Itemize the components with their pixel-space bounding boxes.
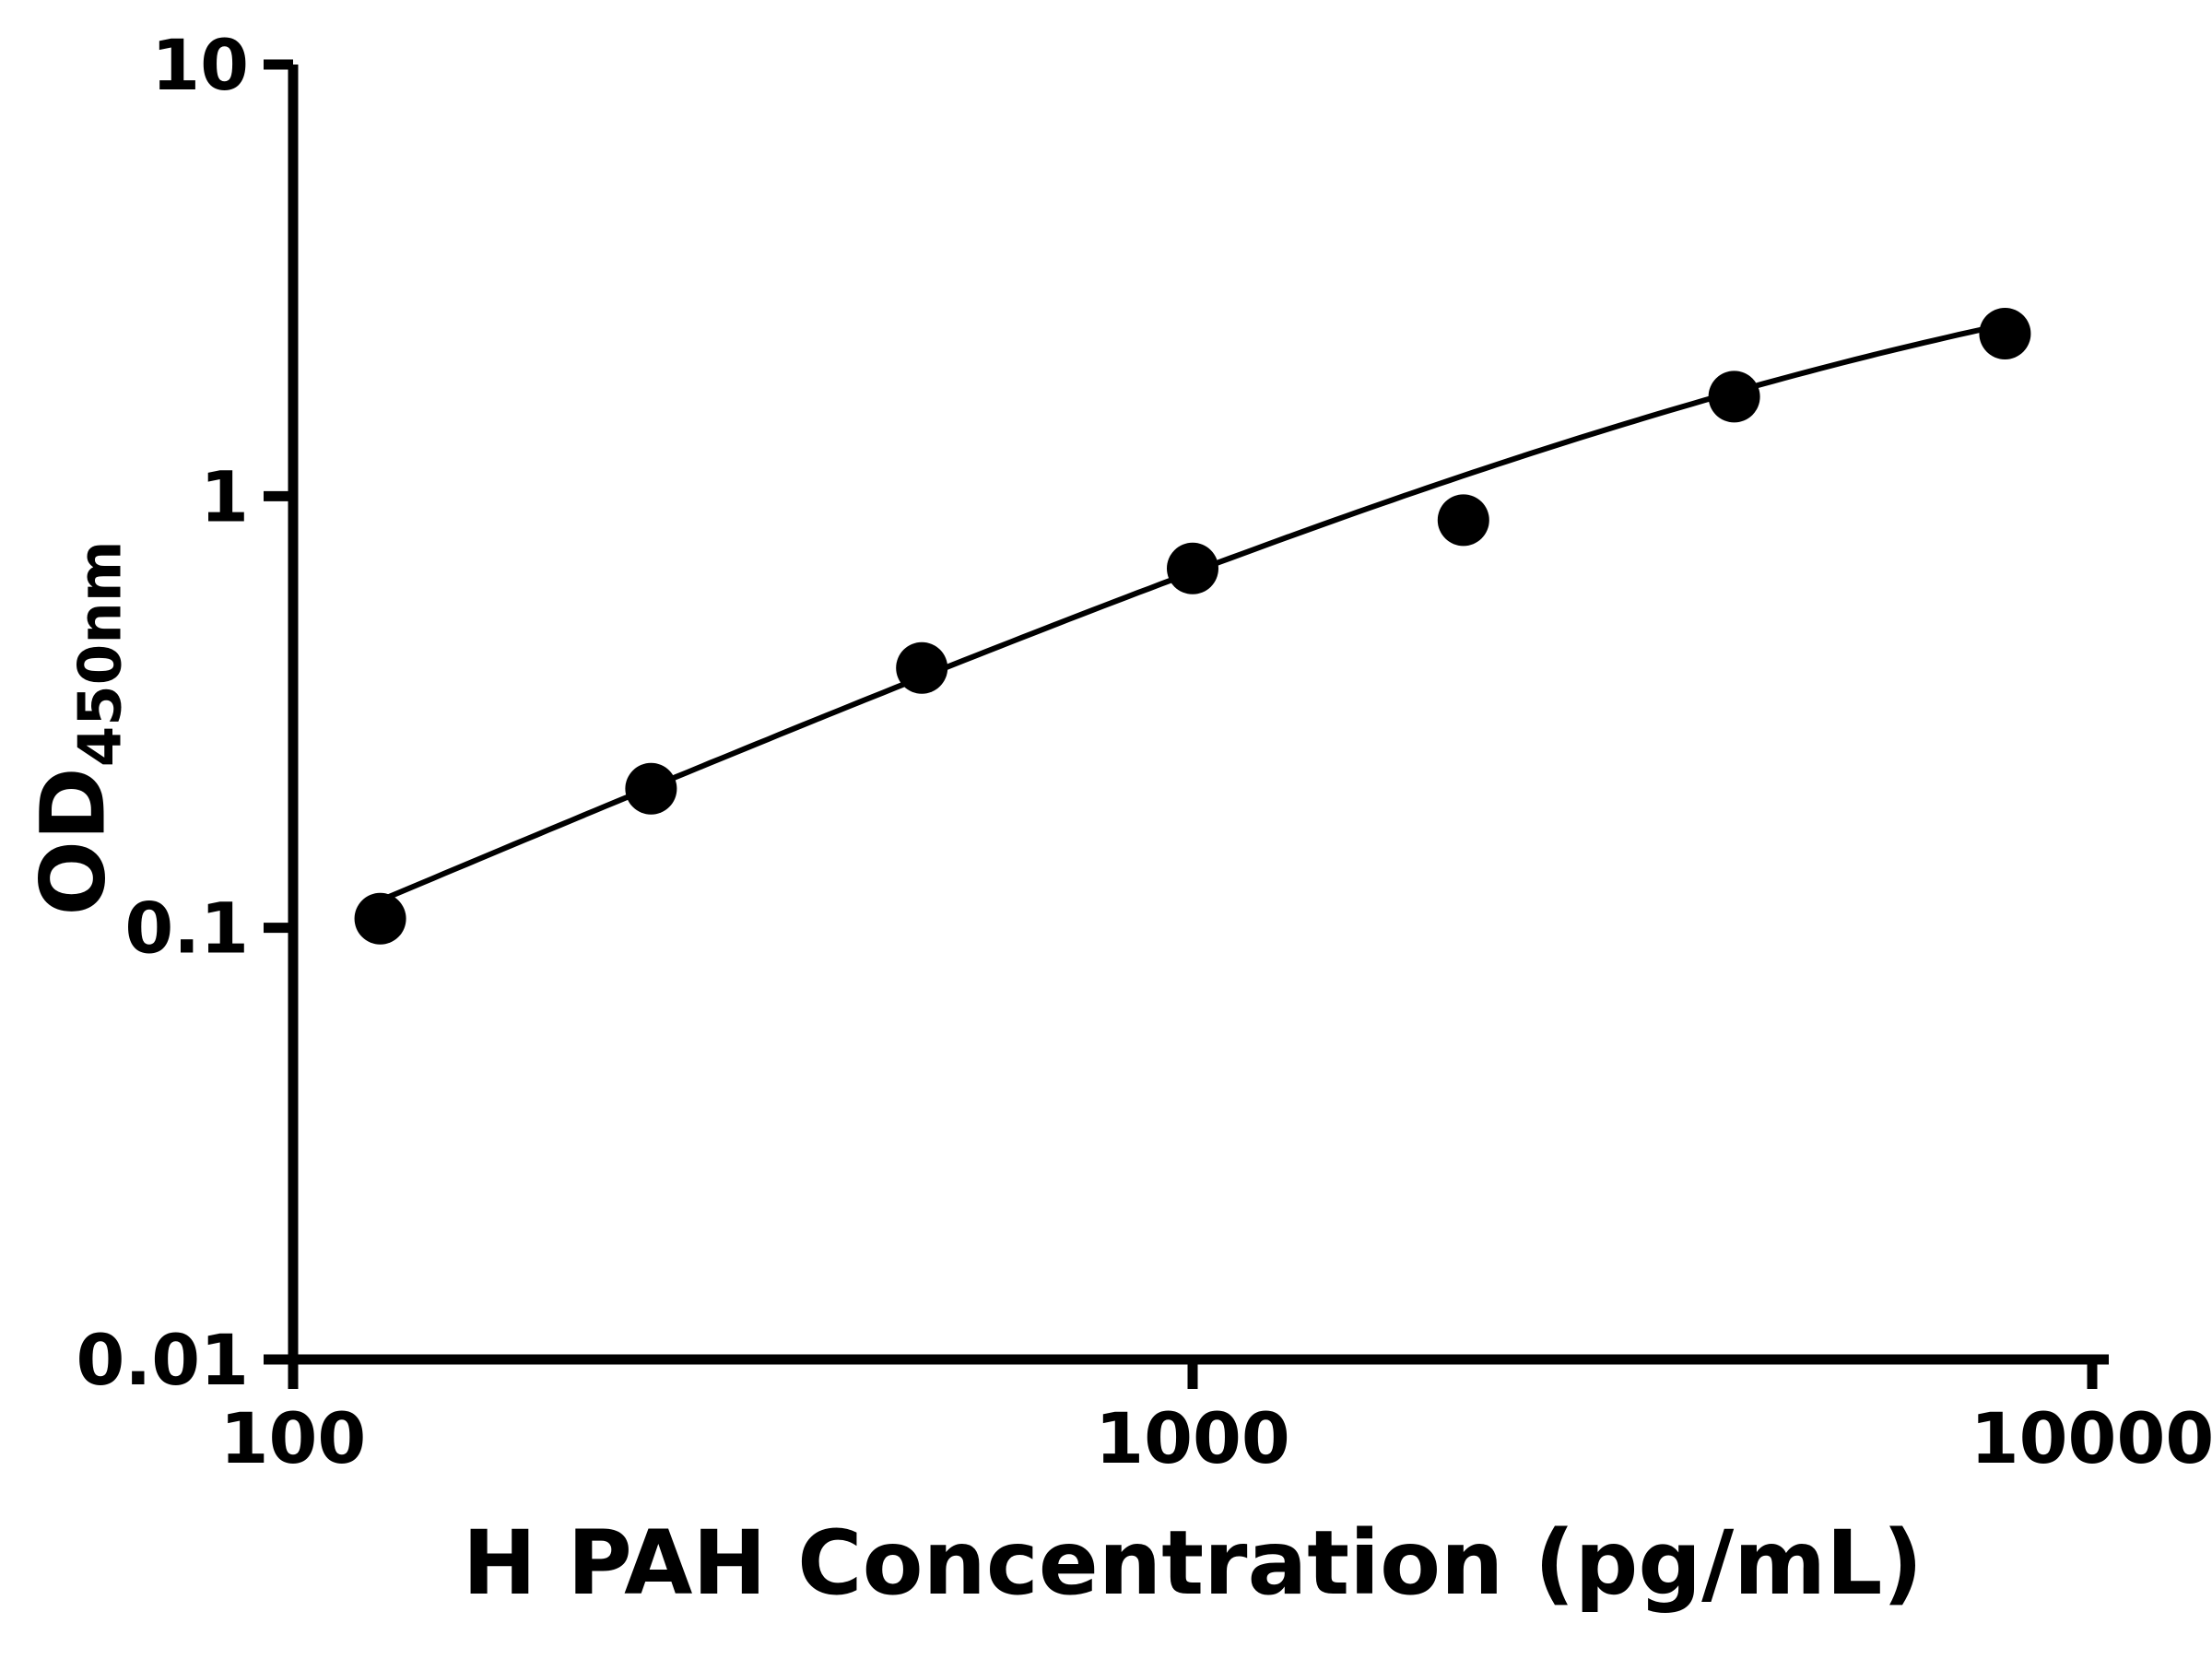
fit-curve [385,322,2006,900]
data-point [625,762,677,815]
x-axis-title: H PAH Concentration (pg/mL) [462,1512,1924,1615]
data-point [1708,371,1760,423]
y-axis-tick-label: 1 [200,455,249,537]
y-axis-title: OD450nm [22,540,135,915]
data-point [1979,307,2031,359]
x-axis-tick-label: 100 [220,1397,367,1479]
y-axis-title-main: OD [21,767,125,916]
data-point [1167,542,1218,594]
y-axis-tick-label: 10 [151,24,249,106]
data-point [1437,494,1489,547]
y-axis-title-subscript: 450nm [66,540,135,768]
x-axis-tick-label: 10000 [1971,1397,2212,1479]
data-point [354,892,406,945]
axis-lines [288,65,2109,1365]
y-axis-tick-label: 0.01 [76,1319,249,1401]
y-axis-tick-label: 0.1 [124,888,249,970]
data-point [896,641,948,694]
x-axis-tick-label: 1000 [1095,1397,1290,1479]
